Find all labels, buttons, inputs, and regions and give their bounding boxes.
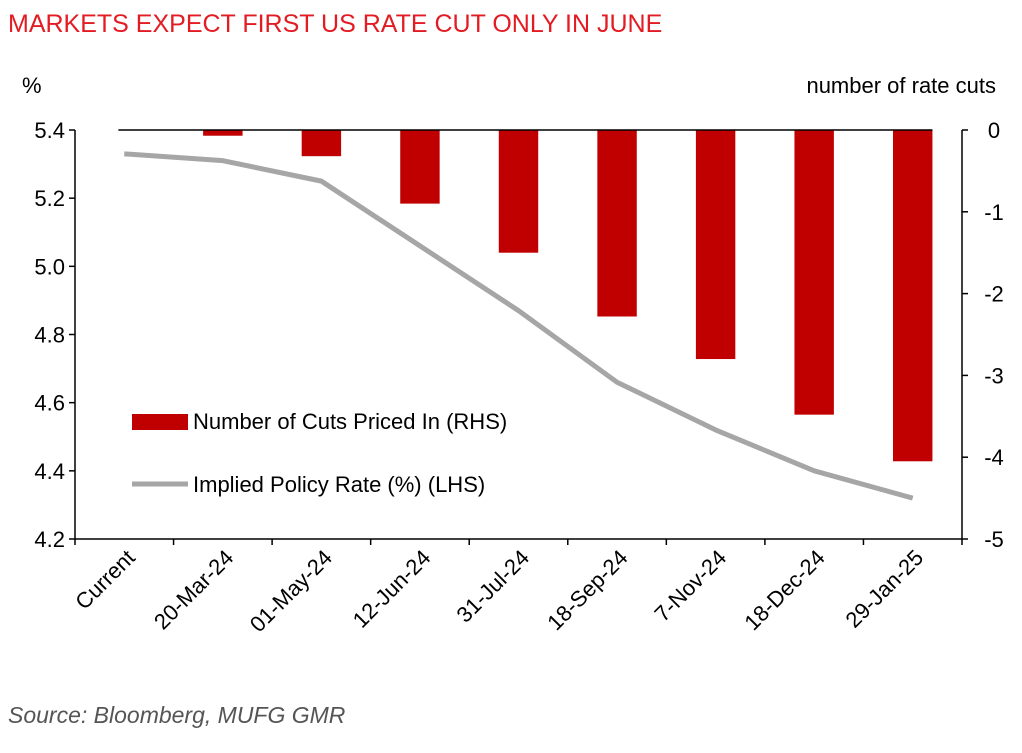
x-tick-label: 29-Jan-25 <box>841 545 929 633</box>
bar-6 <box>695 130 736 360</box>
left-axis-title: % <box>22 73 42 98</box>
x-tick-label: 18-Dec-24 <box>739 545 829 635</box>
source-note: Source: Bloomberg, MUFG GMR <box>8 702 346 728</box>
legend-swatch-bars <box>132 414 188 430</box>
bar-8 <box>893 130 933 462</box>
right-tick-label: -2 <box>984 282 1004 307</box>
left-tick-label: 5.0 <box>34 254 65 279</box>
x-tick-label: 20-Mar-24 <box>149 545 238 634</box>
x-tick-label: 7-Nov-24 <box>649 545 731 627</box>
right-axis-title: number of rate cuts <box>806 73 996 98</box>
right-tick-label: -3 <box>984 363 1004 388</box>
left-tick-label: 5.2 <box>34 186 65 211</box>
x-tick-label: Current <box>70 545 140 615</box>
chart-title: MARKETS EXPECT FIRST US RATE CUT ONLY IN… <box>8 10 663 38</box>
bar-5 <box>597 130 637 317</box>
bar-1 <box>203 130 243 136</box>
bar-4 <box>498 130 539 253</box>
line-series-implied-rate <box>124 151 914 501</box>
legend-label-line: Implied Policy Rate (%) (LHS) <box>193 472 485 497</box>
right-tick-label: -5 <box>984 527 1004 552</box>
right-tick-label: -1 <box>984 200 1004 225</box>
left-tick-label: 5.4 <box>34 118 65 143</box>
left-tick-label: 4.2 <box>34 527 65 552</box>
bar-7 <box>794 130 834 415</box>
legend-label-bars: Number of Cuts Priced In (RHS) <box>193 409 507 434</box>
bar-2 <box>301 130 342 157</box>
left-tick-label: 4.6 <box>34 391 65 416</box>
right-tick-label: 0 <box>988 118 1000 143</box>
left-tick-label: 4.4 <box>34 459 65 484</box>
x-tick-label: 01-May-24 <box>245 545 337 637</box>
bar-series <box>203 130 933 462</box>
legend: Number of Cuts Priced In (RHS) Implied P… <box>132 409 507 497</box>
left-tick-label: 4.8 <box>34 323 65 348</box>
bar-3 <box>400 130 440 204</box>
right-tick-label: -4 <box>984 445 1004 470</box>
x-tick-label: 31-Jul-24 <box>452 545 535 628</box>
x-tick-label: 12-Jun-24 <box>348 545 436 633</box>
x-tick-label: 18-Sep-24 <box>542 545 632 635</box>
